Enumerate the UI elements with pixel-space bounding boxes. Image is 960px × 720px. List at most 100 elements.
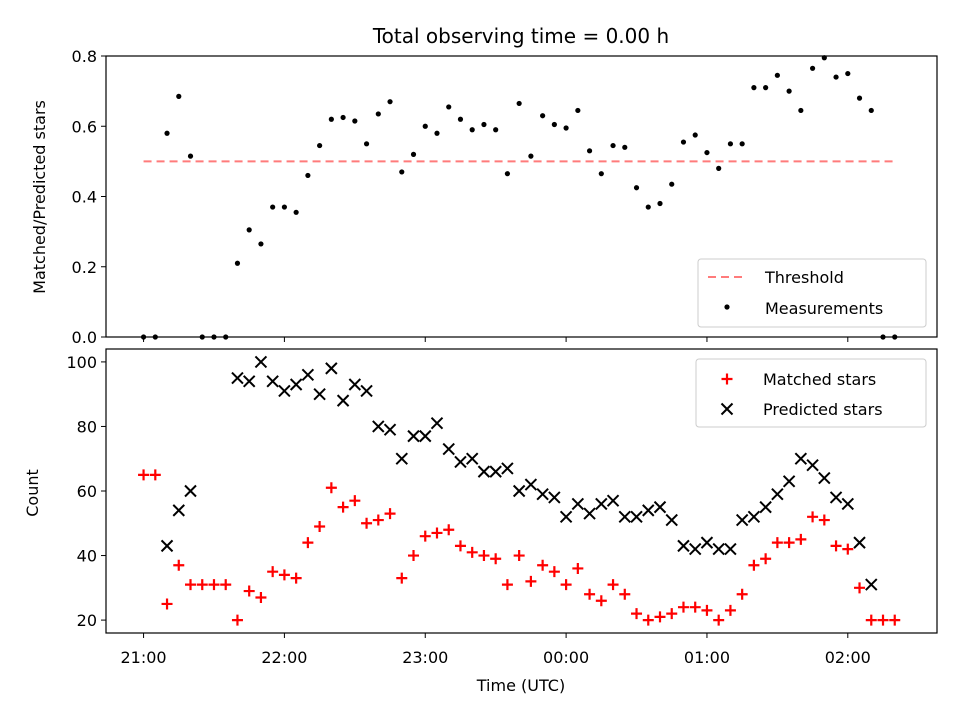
predicted-star-point xyxy=(689,542,702,556)
measurement-point xyxy=(692,132,698,138)
matched-star-point xyxy=(302,537,314,549)
measurement-point xyxy=(622,144,628,150)
legend-matched-swatch xyxy=(721,373,733,385)
measurement-point xyxy=(680,139,687,145)
predicted-star-point xyxy=(559,510,573,524)
top-y-tick-label: 0.8 xyxy=(72,47,97,66)
matched-star-point xyxy=(220,579,232,591)
matched-star-point xyxy=(278,569,290,581)
matched-star-point xyxy=(783,537,795,549)
measurement-point xyxy=(786,88,792,94)
matched-star-point xyxy=(865,614,877,626)
top-y-tick-label: 0.0 xyxy=(72,328,97,347)
x-axis-label: Time (UTC) xyxy=(476,676,565,695)
legend-threshold-label: Threshold xyxy=(764,268,844,287)
measurement-point xyxy=(187,153,194,159)
measurement-point xyxy=(211,334,217,340)
predicted-star-point xyxy=(231,371,244,385)
matched-star-point xyxy=(208,579,220,591)
measurement-point xyxy=(176,93,182,99)
measurement-point xyxy=(152,334,158,340)
measurement-point xyxy=(164,130,170,136)
predicted-star-point xyxy=(242,375,256,388)
measurement-point xyxy=(270,204,276,210)
matched-star-point xyxy=(548,566,560,578)
matched-star-point xyxy=(889,614,901,626)
measurement-point xyxy=(434,130,440,136)
measurement-point xyxy=(446,104,452,110)
predicted-star-point xyxy=(782,475,796,488)
predicted-star-point xyxy=(289,378,303,391)
measurement-point xyxy=(763,85,769,91)
predicted-star-point xyxy=(571,497,585,511)
measurement-point xyxy=(504,171,511,177)
matched-star-point xyxy=(736,588,748,600)
bottom-y-tick-label: 60 xyxy=(77,482,97,501)
predicted-star-point xyxy=(465,452,479,465)
matched-star-point xyxy=(396,572,408,584)
matched-star-point xyxy=(478,550,490,562)
measurement-point xyxy=(551,121,557,128)
measurement-point xyxy=(610,142,616,149)
matched-star-point xyxy=(572,562,584,574)
matched-star-point xyxy=(513,550,525,562)
measurement-point xyxy=(809,65,816,71)
matched-star-point xyxy=(818,514,830,526)
bottom-x-tick-label: 21:00 xyxy=(121,648,167,667)
measurement-point xyxy=(575,107,581,114)
bottom-x-tick-label: 01:00 xyxy=(684,648,730,667)
predicted-star-point xyxy=(653,500,667,514)
measurement-point xyxy=(293,209,299,215)
measurement-point xyxy=(751,85,757,91)
matched-star-point xyxy=(267,566,279,578)
matched-star-point xyxy=(724,604,736,616)
predicted-star-point xyxy=(524,478,538,491)
matched-star-point xyxy=(537,559,549,571)
legend-predicted-label: Predicted stars xyxy=(763,400,883,419)
bottom-y-tick-label: 80 xyxy=(77,417,97,436)
predicted-star-point xyxy=(677,539,690,553)
matched-star-point xyxy=(255,592,267,603)
matched-star-point xyxy=(231,614,243,626)
measurement-point xyxy=(140,334,147,340)
matched-star-point xyxy=(607,579,619,591)
matched-star-point xyxy=(196,579,208,591)
predicted-star-point xyxy=(806,458,819,472)
measurement-point xyxy=(798,107,804,114)
predicted-star-point xyxy=(477,465,491,478)
bottom-x-tick-label: 22:00 xyxy=(261,648,307,667)
predicted-star-point xyxy=(301,368,315,382)
matched-star-point xyxy=(138,469,150,481)
predicted-star-point xyxy=(313,387,326,401)
measurement-point xyxy=(704,149,710,156)
predicted-star-point xyxy=(642,504,655,517)
matched-star-point xyxy=(595,595,607,607)
measurement-point xyxy=(540,113,546,119)
top-y-tick-label: 0.4 xyxy=(72,188,97,207)
matched-star-point xyxy=(325,482,337,494)
predicted-star-point xyxy=(160,539,174,553)
measurement-point xyxy=(528,153,534,159)
bottom-y-tick-label: 40 xyxy=(77,547,97,566)
matched-star-point xyxy=(689,601,701,613)
predicted-star-point xyxy=(489,465,502,478)
matched-star-point xyxy=(525,575,537,587)
measurement-point xyxy=(317,142,323,149)
predicted-star-point xyxy=(724,542,737,556)
matched-star-point xyxy=(830,540,842,552)
matched-star-point xyxy=(842,543,854,555)
matched-star-point xyxy=(877,614,889,626)
matched-star-point xyxy=(372,514,384,526)
predicted-star-point xyxy=(360,384,373,398)
predicted-star-point xyxy=(759,500,772,514)
measurement-point xyxy=(516,100,522,107)
predicted-star-point xyxy=(618,510,631,524)
matched-star-point xyxy=(619,588,631,600)
measurement-point xyxy=(457,116,464,122)
measurement-point xyxy=(481,121,487,128)
matched-star-point xyxy=(854,582,866,594)
predicted-star-point xyxy=(383,423,397,436)
matched-star-point xyxy=(795,533,807,545)
predicted-star-point xyxy=(395,452,408,465)
